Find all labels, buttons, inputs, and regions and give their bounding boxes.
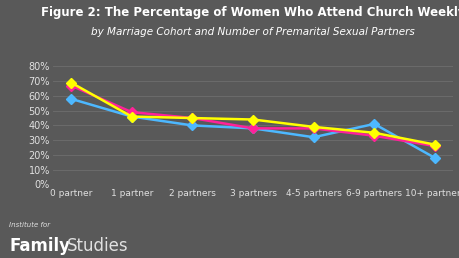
1980s (129, 115, 134, 118)
1980s (68, 97, 74, 100)
2000s (431, 143, 437, 146)
2000s (371, 131, 376, 134)
1980s (310, 136, 316, 139)
1980s (250, 127, 255, 130)
Line: 1980s: 1980s (67, 95, 437, 161)
Text: Institute for: Institute for (9, 222, 50, 228)
2000s (189, 117, 195, 120)
Line: 2000s: 2000s (67, 79, 437, 148)
Text: Figure 2: The Percentage of Women Who Attend Church Weekly: Figure 2: The Percentage of Women Who At… (41, 6, 459, 19)
1980s (371, 122, 376, 125)
2000s (129, 115, 134, 118)
1990s (189, 117, 195, 120)
2000s (250, 118, 255, 121)
1990s (431, 144, 437, 148)
Text: Family: Family (9, 237, 70, 255)
Text: Studies: Studies (67, 237, 128, 255)
1980s (431, 156, 437, 159)
1990s (310, 127, 316, 130)
1990s (371, 134, 376, 137)
Line: 1990s: 1990s (67, 82, 437, 150)
Text: by Marriage Cohort and Number of Premarital Sexual Partners: by Marriage Cohort and Number of Premari… (91, 27, 414, 37)
1990s (250, 127, 255, 130)
1980s (189, 124, 195, 127)
1990s (68, 84, 74, 87)
2000s (68, 81, 74, 84)
2000s (310, 125, 316, 128)
Legend: 1980s, 1990s, 2000s: 1980s, 1990s, 2000s (170, 257, 363, 258)
1990s (129, 111, 134, 114)
